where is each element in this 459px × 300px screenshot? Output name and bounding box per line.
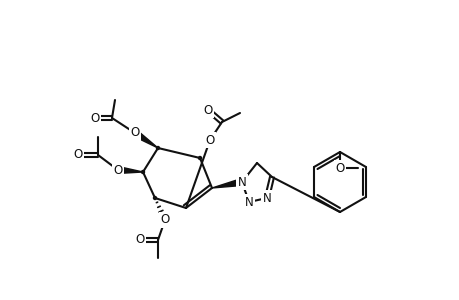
Text: O: O bbox=[90, 112, 100, 124]
Text: N: N bbox=[262, 191, 271, 205]
Text: N: N bbox=[237, 176, 246, 188]
Circle shape bbox=[141, 170, 144, 173]
Circle shape bbox=[156, 146, 159, 149]
Text: O: O bbox=[205, 134, 214, 146]
Text: O: O bbox=[203, 103, 212, 116]
Circle shape bbox=[153, 196, 156, 200]
Circle shape bbox=[198, 157, 201, 160]
Text: N: N bbox=[244, 196, 253, 208]
Text: O: O bbox=[160, 214, 169, 226]
Polygon shape bbox=[212, 178, 242, 188]
Text: O: O bbox=[130, 127, 140, 140]
Text: O: O bbox=[135, 233, 144, 247]
Text: O: O bbox=[335, 161, 344, 175]
Text: O: O bbox=[73, 148, 83, 161]
Text: O: O bbox=[113, 164, 123, 176]
Polygon shape bbox=[133, 130, 157, 148]
Polygon shape bbox=[118, 167, 143, 173]
